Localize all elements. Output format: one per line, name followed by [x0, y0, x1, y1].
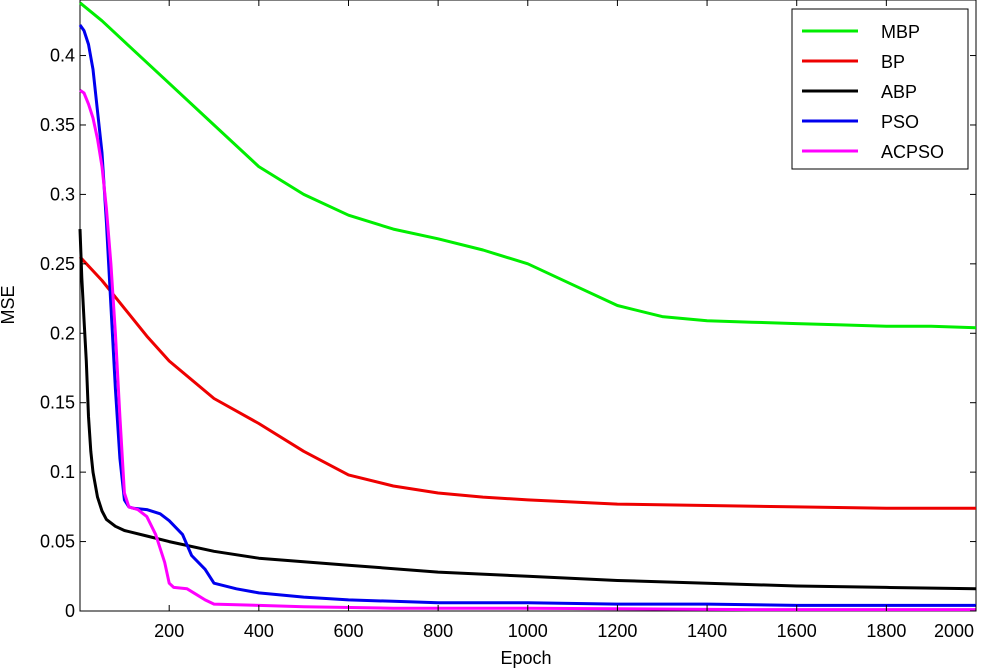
series-layer: [78, 1, 977, 612]
x-tick-label: 800: [423, 621, 453, 641]
legend: MBP BP ABP PSO ACPSO: [791, 8, 969, 170]
x-axis: 200 400 600 800 1000 1200 1400 1600 1800 2000: [154, 0, 977, 641]
y-tick-label: 0.2: [50, 323, 75, 343]
series-line-acpso: [79, 89, 976, 612]
x-tick-label: 1200: [597, 621, 637, 641]
x-tick-label: 400: [244, 621, 274, 641]
x-tick-label: 2000: [934, 621, 974, 641]
y-axis-label: MSE: [0, 285, 18, 324]
series-line-bp: [78, 255, 976, 510]
series-line-abp: [78, 229, 977, 591]
x-tick-label: 1400: [687, 621, 727, 641]
y-tick-label: 0.05: [40, 532, 75, 552]
legend-label-bp: BP: [881, 52, 905, 72]
x-tick-label: 1000: [508, 621, 548, 641]
y-tick-label: 0.3: [50, 184, 75, 204]
x-axis-label: Epoch: [500, 648, 551, 668]
y-tick-label: 0.25: [40, 254, 75, 274]
legend-label-mbp: MBP: [881, 22, 920, 42]
legend-label-acpso: ACPSO: [881, 142, 944, 162]
y-tick-label: 0.15: [40, 393, 75, 413]
legend-label-abp: ABP: [881, 82, 917, 102]
y-tick-label: 0.35: [40, 115, 75, 135]
y-axis: 0 0.05 0.1 0.15 0.2 0.25 0.3 0.35 0.4: [40, 46, 976, 621]
x-tick-label: 600: [333, 621, 363, 641]
y-tick-label: 0.1: [50, 462, 75, 482]
x-tick-label: 1800: [866, 621, 906, 641]
y-tick-label: 0.4: [50, 46, 75, 66]
legend-label-pso: PSO: [881, 112, 919, 132]
series-line-mbp: [79, 1, 977, 330]
x-tick-label: 1600: [777, 621, 817, 641]
y-tick-label: 0: [65, 601, 75, 621]
legend-box: [791, 8, 969, 170]
x-tick-label: 200: [154, 621, 184, 641]
